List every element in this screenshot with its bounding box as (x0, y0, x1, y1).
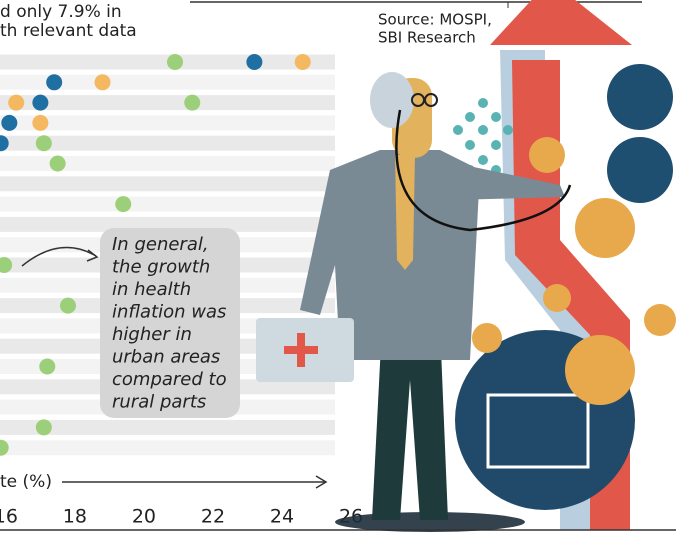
dot (246, 54, 262, 70)
x-tick-label: 24 (270, 506, 294, 528)
chart: d only 7.9% in th relevant data In gener… (0, 0, 676, 540)
icon-vaccine (607, 64, 673, 130)
dot (50, 156, 66, 172)
dot (36, 135, 52, 151)
title-line: d only 7.9% in (0, 2, 122, 22)
page: d only 7.9% in th relevant data In gener… (0, 0, 676, 540)
dot (95, 74, 111, 90)
hair (370, 72, 414, 128)
dot (60, 298, 76, 314)
row-band (0, 176, 335, 191)
annotation-line: the growth (112, 257, 210, 278)
x-tick-label: 22 (201, 506, 225, 528)
dot (8, 95, 24, 111)
row-band (0, 197, 335, 212)
title-line: th relevant data (0, 21, 137, 41)
dot (167, 54, 183, 70)
annotation-line: inflation was (112, 302, 226, 323)
red-arrow-head (490, 0, 632, 45)
x-axis-label: te (%) (0, 472, 52, 492)
dot (39, 359, 55, 375)
row-band (0, 115, 335, 130)
annotation-line: higher in (112, 324, 192, 345)
dot (115, 196, 131, 212)
source-line: SBI Research (378, 29, 476, 47)
cross (284, 346, 318, 354)
dot (36, 419, 52, 435)
annotation-line: In general, (112, 234, 209, 255)
source-line: Source: MOSPI, (378, 11, 492, 29)
x-tick-label: 20 (132, 506, 156, 528)
annotation-line: urban areas (112, 347, 220, 368)
dot (295, 54, 311, 70)
x-tick-label: 18 (63, 506, 87, 528)
annotation-line: compared to (112, 369, 227, 390)
annotation-line: in health (112, 279, 191, 300)
row-band (0, 440, 335, 455)
icon-microscope (607, 137, 673, 203)
dot (1, 115, 17, 131)
annotation-line: rural parts (112, 392, 206, 413)
dot (184, 95, 200, 111)
x-tick-label: 16 (0, 506, 18, 528)
dot (46, 74, 62, 90)
row-band (0, 95, 335, 110)
dot (32, 115, 48, 131)
dot (32, 95, 48, 111)
